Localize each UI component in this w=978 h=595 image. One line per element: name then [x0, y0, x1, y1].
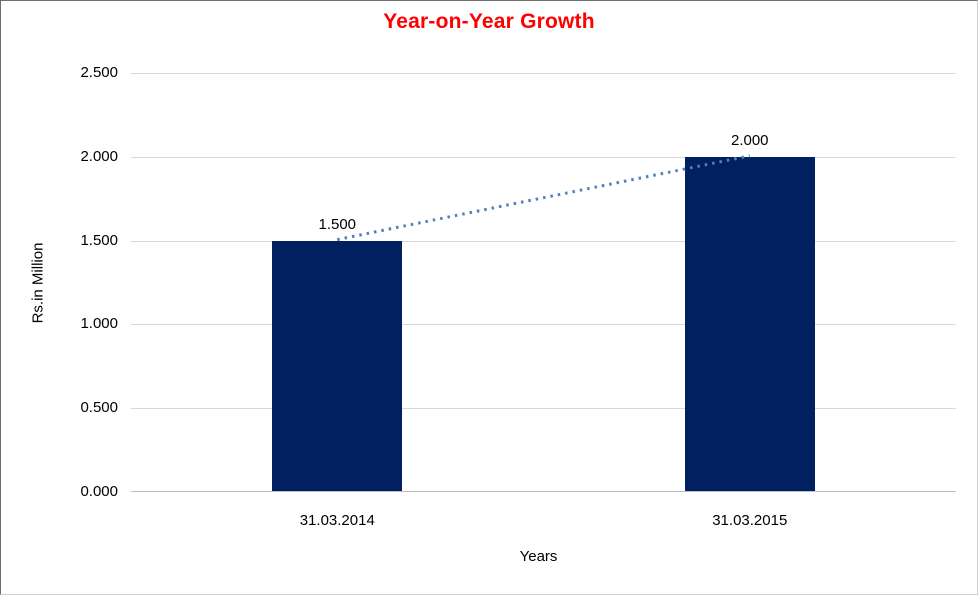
y-tick-label: 2.000: [80, 148, 118, 165]
y-tick-label: 1.500: [80, 232, 118, 249]
gridline: [131, 241, 956, 242]
bar-31.03.2014: [272, 240, 403, 491]
y-axis-title: Rs.in Million: [29, 242, 47, 323]
x-category-label: 31.03.2014: [299, 512, 375, 529]
y-tick-label: 0.500: [80, 399, 118, 416]
chart-title: Year-on-Year Growth: [383, 10, 595, 33]
gridline: [131, 73, 956, 74]
gridline: [131, 157, 956, 158]
y-tick-label: 2.500: [80, 64, 118, 81]
y-tick-label: 1.000: [80, 315, 118, 332]
gridline: [131, 324, 956, 325]
data-label: 1.500: [318, 215, 357, 233]
x-axis-line: [131, 491, 956, 492]
gridline: [131, 408, 956, 409]
data-label: 2.000: [730, 131, 769, 149]
x-axis-title: Years: [519, 548, 558, 565]
bar-31.03.2015: [684, 156, 815, 491]
x-category-label: 31.03.2015: [712, 512, 788, 529]
y-tick-label: 0.000: [80, 483, 118, 500]
plot-area: [131, 73, 956, 492]
